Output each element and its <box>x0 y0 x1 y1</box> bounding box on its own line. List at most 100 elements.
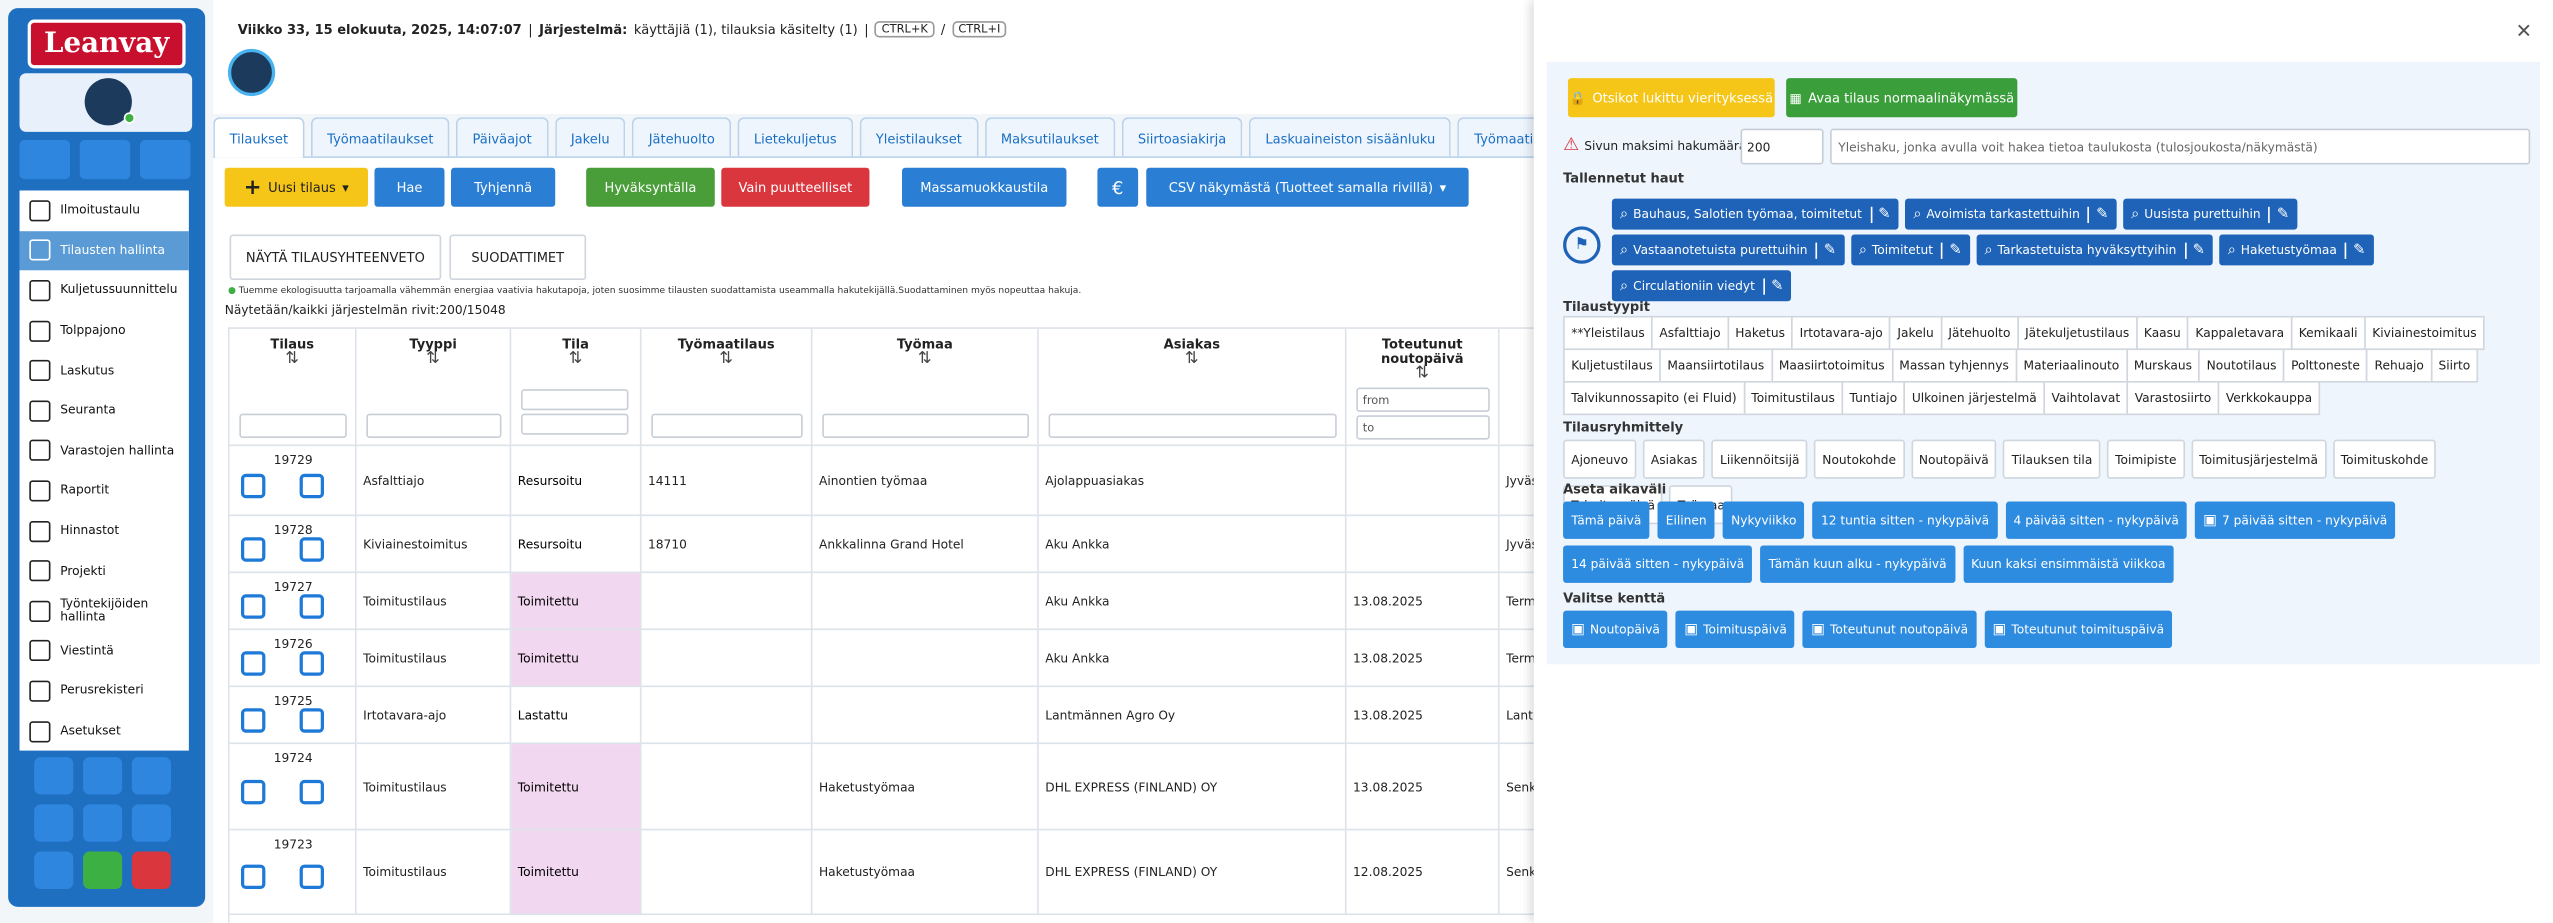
sort-icon[interactable]: ⇅ <box>1184 350 1199 368</box>
status-select[interactable] <box>521 413 629 435</box>
grouping[interactable]: Toimituskohde <box>2332 439 2437 479</box>
incomplete-button[interactable]: Vain puutteelliset <box>721 167 870 207</box>
copy-button[interactable] <box>299 472 325 498</box>
tab[interactable]: Jakelu <box>554 117 626 158</box>
edit-button[interactable] <box>240 707 266 732</box>
grouping[interactable]: Liikennöitsijä <box>1711 439 1808 479</box>
column-filter[interactable] <box>651 413 803 438</box>
order-type[interactable]: Siirto <box>2430 348 2479 383</box>
time-range[interactable]: 14 päivää sitten - nykypäivä <box>1563 545 1753 583</box>
sort-icon[interactable]: ⇅ <box>917 350 932 368</box>
order-type[interactable]: Kappaletavara <box>2187 315 2293 351</box>
quick-icon[interactable] <box>83 804 123 842</box>
order-type[interactable]: Kuljetustilaus <box>1563 348 1661 383</box>
sort-icon[interactable]: ⇅ <box>1415 364 1430 383</box>
edit-button[interactable] <box>240 472 266 498</box>
edit-button[interactable] <box>240 536 266 561</box>
saved-search[interactable]: ⌕ Tarkastetuista hyväksyttyihin ✎ <box>1976 234 2214 266</box>
quick-icon[interactable] <box>131 804 171 842</box>
new-order-button[interactable]: + Uusi tilaus ▾ <box>224 167 368 207</box>
order-type[interactable]: Vaihtolavat <box>2043 380 2129 416</box>
quick-icon[interactable] <box>131 757 171 795</box>
edit-button[interactable] <box>240 593 266 618</box>
date-field[interactable]: ▣ Noutopäivä <box>1563 610 1669 649</box>
tab[interactable]: Tilaukset <box>213 117 305 158</box>
grouping[interactable]: Asiakas <box>1642 439 1706 479</box>
menu-item[interactable]: Varastojen hallinta <box>20 431 189 471</box>
search-input[interactable]: Yleishaku, jonka avulla voit hakea tieto… <box>1830 128 2531 165</box>
sort-icon[interactable]: ⇅ <box>719 350 733 368</box>
order-type[interactable]: Ulkoinen järjestelmä <box>1903 380 2045 416</box>
saved-search[interactable]: ⌕ Circulationiin viedyt ✎ <box>1611 270 1792 302</box>
menu-item[interactable]: Kuljetussuunnittelu <box>20 271 189 311</box>
edit-icon[interactable]: ✎ <box>1941 241 1962 259</box>
edit-icon[interactable]: ✎ <box>1763 277 1783 294</box>
time-range[interactable]: 4 päivää sitten - nykypäivä <box>2005 501 2187 539</box>
column-filter[interactable] <box>366 413 502 438</box>
quick-icon[interactable] <box>34 757 74 795</box>
order-type[interactable]: Toimitustilaus <box>1743 380 1844 416</box>
max-input[interactable]: 200 <box>1740 128 1824 165</box>
time-range[interactable]: ▣ 7 päivää sitten - nykypäivä <box>2195 501 2396 539</box>
order-type[interactable]: **Yleistilaus <box>1563 315 1653 351</box>
date-filter[interactable]: from <box>1356 387 1490 412</box>
menu-item[interactable]: Hinnastot <box>20 511 189 551</box>
order-type[interactable]: Materiaalinouto <box>2015 348 2128 383</box>
menu-item[interactable]: Perusrekisteri <box>20 671 189 711</box>
order-type[interactable]: Noutotilaus <box>2198 348 2285 383</box>
edit-icon[interactable]: ✎ <box>1870 205 1891 223</box>
edit-button[interactable] <box>240 864 266 889</box>
order-type[interactable]: Jätekuljetustilaus <box>2016 315 2138 351</box>
quick-icon[interactable] <box>34 851 74 889</box>
order-type[interactable]: Jätehuolto <box>1940 315 2019 351</box>
order-type[interactable]: Maasiirtotoimitus <box>1770 348 1893 383</box>
column-filter[interactable] <box>1048 413 1337 438</box>
tab[interactable]: Päiväajot <box>456 117 549 158</box>
order-type[interactable]: Kiviainestoimitus <box>2364 315 2485 351</box>
time-range[interactable]: 12 tuntia sitten - nykypäivä <box>1812 501 1998 539</box>
search-button[interactable] <box>79 140 131 180</box>
saved-search[interactable]: ⌕ Bauhaus, Salotien työmaa, toimitetut ✎ <box>1611 198 1899 230</box>
menu-item[interactable]: Tolppajono <box>20 311 189 351</box>
date-filter[interactable]: to <box>1356 415 1490 440</box>
grouping[interactable]: Noutokohde <box>1814 439 1905 479</box>
menu-item[interactable]: Seuranta <box>20 391 189 431</box>
saved-search[interactable]: ⌕ Uusista purettuihin ✎ <box>2123 198 2298 230</box>
order-type[interactable]: Jakelu <box>1889 315 1942 351</box>
order-type[interactable]: Kemikaali <box>2290 315 2366 351</box>
saved-search[interactable]: ⌕ Avoimista tarkastettuihin ✎ <box>1905 198 2117 230</box>
order-type[interactable]: Murskaus <box>2125 348 2201 383</box>
grouping[interactable]: Toimipiste <box>2106 439 2185 479</box>
order-type[interactable]: Irtotavara-ajo <box>1791 315 1891 351</box>
tab[interactable]: Jätehuolto <box>632 117 732 158</box>
time-range[interactable]: Kuun kaksi ensimmäistä viikkoa <box>1962 545 2174 583</box>
edit-icon[interactable]: ✎ <box>2268 205 2289 223</box>
order-type[interactable]: Kaasu <box>2135 315 2189 351</box>
menu-item[interactable]: Viestintä <box>20 631 189 671</box>
order-type[interactable]: Polttoneste <box>2282 348 2369 383</box>
order-type[interactable]: Haketus <box>1727 315 1794 351</box>
summary-button[interactable]: NÄYTÄ TILAUSYHTEENVETO <box>229 234 442 281</box>
quick-icon[interactable] <box>83 851 123 889</box>
quick-icon[interactable] <box>131 851 171 889</box>
order-type[interactable]: Verkkokauppa <box>2217 380 2321 416</box>
order-type[interactable]: Varastosiirto <box>2126 380 2220 416</box>
copy-button[interactable] <box>299 650 325 675</box>
tab[interactable]: Työmaatilaukset <box>310 117 450 158</box>
tab[interactable]: Laskuaineiston sisäänluku <box>1249 117 1452 158</box>
tab[interactable]: Maksutilaukset <box>984 117 1116 158</box>
time-range[interactable]: Eilinen <box>1657 501 1715 539</box>
menu-item[interactable]: Ilmoitustaulu <box>20 190 189 230</box>
menu-item[interactable]: Projekti <box>20 551 189 591</box>
close-button[interactable]: ✕ <box>2515 19 2532 43</box>
edit-icon[interactable]: ✎ <box>2345 241 2365 259</box>
clear-button[interactable]: Tyhjennä <box>451 167 556 207</box>
edit-icon[interactable]: ✎ <box>2184 241 2205 259</box>
sort-icon[interactable]: ⇅ <box>285 350 300 368</box>
quick-icon[interactable] <box>34 804 74 842</box>
order-type[interactable]: Tuntiajo <box>1841 380 1906 416</box>
favorites-button[interactable] <box>140 140 191 180</box>
tab[interactable]: Yleistilaukset <box>859 117 979 158</box>
copy-button[interactable] <box>299 779 325 804</box>
header-avatar[interactable] <box>227 48 276 97</box>
